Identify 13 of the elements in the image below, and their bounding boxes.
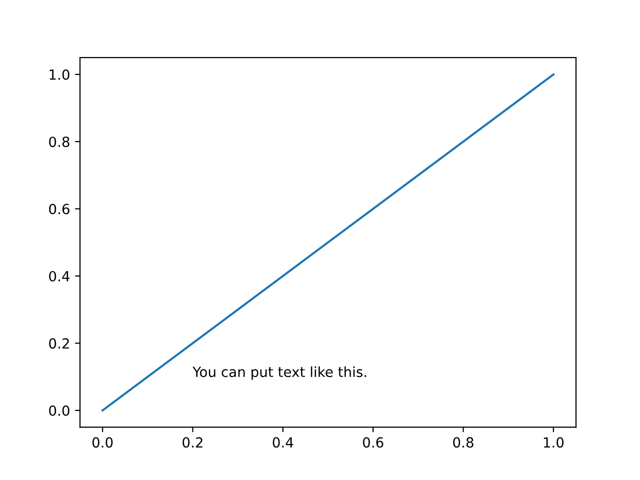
y-tick-label: 0.0 [49, 405, 70, 416]
x-tick-label: 0.4 [272, 437, 294, 448]
x-tick-label: 1.0 [544, 437, 564, 448]
y-tick-label: 0.8 [49, 136, 70, 148]
y-tick-label: 1.0 [50, 69, 70, 80]
x-tick-label: 0.6 [362, 437, 384, 448]
x-tick-label: 0.0 [92, 437, 113, 448]
x-tick-label: 0.8 [453, 437, 474, 448]
y-tick-label: 0.6 [49, 204, 70, 214]
annotation: You can put text like this. [192, 366, 366, 380]
y-tick-label: 0.2 [49, 338, 69, 349]
y-tick-label: 0.4 [49, 270, 70, 282]
x-tick-label: 0.2 [182, 437, 202, 448]
